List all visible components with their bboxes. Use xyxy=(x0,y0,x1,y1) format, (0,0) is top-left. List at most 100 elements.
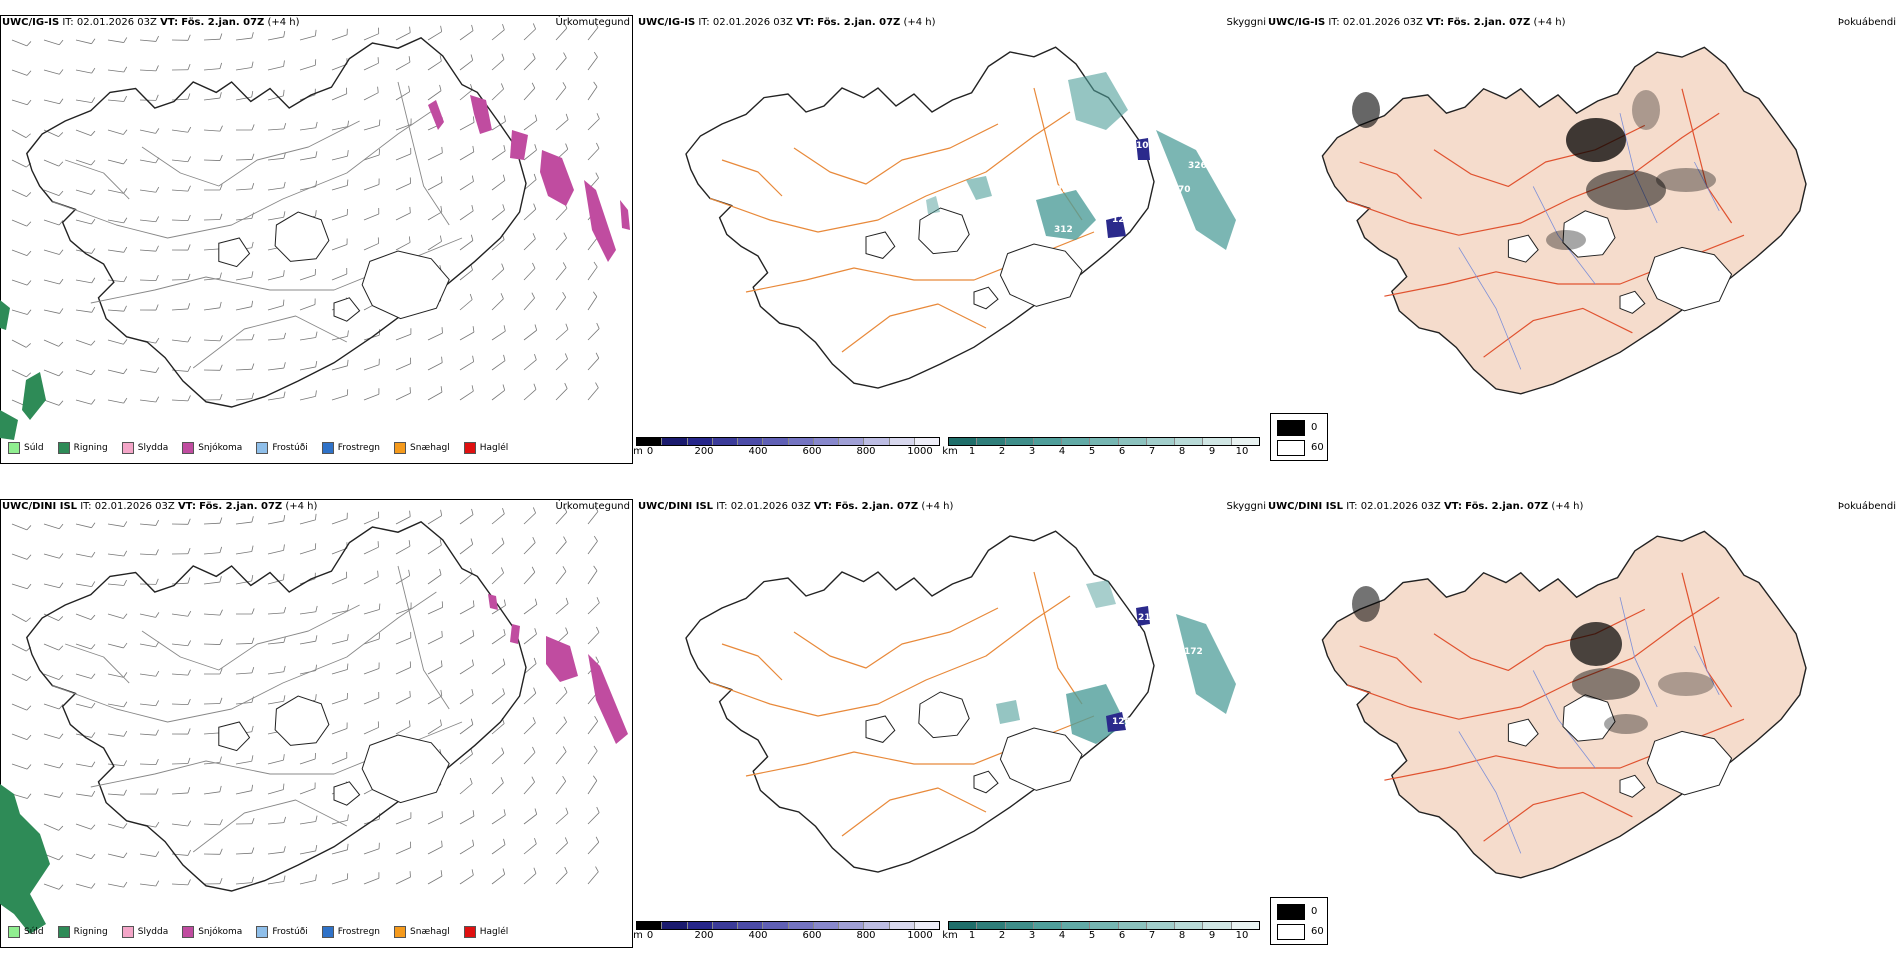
scale-tick: 200 xyxy=(694,930,713,941)
legend-swatch xyxy=(394,926,406,938)
scale-tick: 0 xyxy=(647,930,653,941)
scale-tick: 2 xyxy=(999,446,1005,457)
legend-swatch xyxy=(256,926,268,938)
scale-unit: km xyxy=(942,930,958,941)
scale-tick: 5 xyxy=(1089,446,1095,457)
precip-type-panel: UWC/DINI ISL IT: 02.01.2026 03Z VT: Fös.… xyxy=(0,484,634,954)
model-name: UWC/DINI ISL xyxy=(638,501,713,512)
panel-header: UWC/IG-IS IT: 02.01.2026 03Z VT: Fös. 2.… xyxy=(1268,17,1566,28)
lead-time: (+4 h) xyxy=(1551,501,1583,512)
scale-tick: 2 xyxy=(999,930,1005,941)
scale-tick: 6 xyxy=(1119,930,1125,941)
legend-swatch xyxy=(182,926,194,938)
legend-label: Snjókoma xyxy=(198,927,242,937)
fog-key-high-label: 0 xyxy=(1311,906,1317,917)
scale-bar xyxy=(948,921,1260,930)
lead-time: (+4 h) xyxy=(1533,17,1565,28)
fog-key-low-swatch xyxy=(1277,440,1305,456)
scale-tick: 1000 xyxy=(907,446,932,457)
legend-label: Snæhagl xyxy=(410,927,450,937)
scale-tick: 9 xyxy=(1209,446,1215,457)
legend-label: Frostúði xyxy=(272,443,307,453)
visibility-value-label: 25 xyxy=(1056,185,1069,195)
visibility-value-label: 100 xyxy=(1136,141,1155,151)
fog-title: Þokuábendi xyxy=(1838,501,1896,512)
valid-time-label: VT: xyxy=(160,17,178,28)
lead-time: (+4 h) xyxy=(267,17,299,28)
visibility-value-label: 129 xyxy=(1112,215,1131,225)
valid-time-label: VT: xyxy=(1444,501,1462,512)
scale-tick: 3 xyxy=(1029,930,1035,941)
init-time: IT: 02.01.2026 03Z xyxy=(716,501,811,512)
legend-item-rigning: Rigning xyxy=(58,926,108,938)
init-time: IT: 02.01.2026 03Z xyxy=(1328,17,1423,28)
legend-label: Haglél xyxy=(480,927,509,937)
valid-time-label: VT: xyxy=(796,17,814,28)
scale-tick: 200 xyxy=(694,446,713,457)
scale-tick: 10 xyxy=(1236,930,1249,941)
scale-tick: 1000 xyxy=(907,930,932,941)
legend-label: Súld xyxy=(24,443,44,453)
scale-bar xyxy=(636,437,940,446)
iceland-map xyxy=(27,38,526,407)
model-name: UWC/IG-IS xyxy=(638,17,695,28)
fog-key-high-swatch xyxy=(1277,420,1305,436)
fog-key-high-label: 0 xyxy=(1311,422,1317,433)
visibility-value-label: 94 xyxy=(1142,703,1155,713)
precip-type-title: Úrkomutegund xyxy=(555,17,630,28)
scale-bar xyxy=(636,921,940,930)
init-time: IT: 02.01.2026 03Z xyxy=(698,17,793,28)
visibility-value-label: 126 xyxy=(1112,717,1131,727)
valid-time: Fös. 2.jan. 07Z xyxy=(199,501,282,512)
scale-tick: 400 xyxy=(748,446,767,457)
panel-header: UWC/DINI ISL IT: 02.01.2026 03Z VT: Fös.… xyxy=(638,501,953,512)
legend-swatch xyxy=(122,442,134,454)
legend-item-frostregn: Frostregn xyxy=(322,442,380,454)
legend-swatch xyxy=(182,442,194,454)
lead-time: (+4 h) xyxy=(903,17,935,28)
model-name: UWC/DINI ISL xyxy=(2,501,77,512)
panel-header: UWC/DINI ISL IT: 02.01.2026 03Z VT: Fös.… xyxy=(1268,501,1583,512)
model-name: UWC/IG-IS xyxy=(2,17,59,28)
scale-tick: 8 xyxy=(1179,930,1185,941)
legend-swatch xyxy=(122,926,134,938)
visibility-value-label: 172 xyxy=(1184,647,1203,657)
visibility-value-label: 47 xyxy=(1048,699,1061,709)
scale-tick: 800 xyxy=(856,446,875,457)
legend-swatch xyxy=(322,926,334,938)
legend-swatch xyxy=(8,926,20,938)
legend-item-snæhagl: Snæhagl xyxy=(394,926,450,938)
legend-item-snæhagl: Snæhagl xyxy=(394,442,450,454)
lead-time: (+4 h) xyxy=(921,501,953,512)
model-name: UWC/DINI ISL xyxy=(1268,501,1343,512)
fog-title: Þokuábendi xyxy=(1838,17,1896,28)
legend-label: Rigning xyxy=(74,927,108,937)
precip-type-title: Úrkomutegund xyxy=(555,501,630,512)
visibility-value-label: 312 xyxy=(1054,225,1073,235)
snow-area xyxy=(428,95,630,262)
scale-tick: 9 xyxy=(1209,930,1215,941)
scale-bar xyxy=(948,437,1260,446)
valid-time: Fös. 2.jan. 07Z xyxy=(1447,17,1530,28)
init-time: IT: 02.01.2026 03Z xyxy=(80,501,175,512)
legend-label: Slydda xyxy=(138,443,168,453)
panel-header: UWC/DINI ISL IT: 02.01.2026 03Z VT: Fös.… xyxy=(2,501,317,512)
legend-swatch xyxy=(394,442,406,454)
legend-swatch xyxy=(8,442,20,454)
legend-swatch xyxy=(58,442,70,454)
fog-panel: UWC/IG-IS IT: 02.01.2026 03Z VT: Fös. 2.… xyxy=(1266,0,1900,470)
legend-item-frostregn: Frostregn xyxy=(322,926,380,938)
rain-area xyxy=(0,300,46,440)
legend-label: Frostregn xyxy=(338,443,380,453)
legend-label: Slydda xyxy=(138,927,168,937)
scale-tick: 5 xyxy=(1089,930,1095,941)
legend-label: Haglél xyxy=(480,443,509,453)
